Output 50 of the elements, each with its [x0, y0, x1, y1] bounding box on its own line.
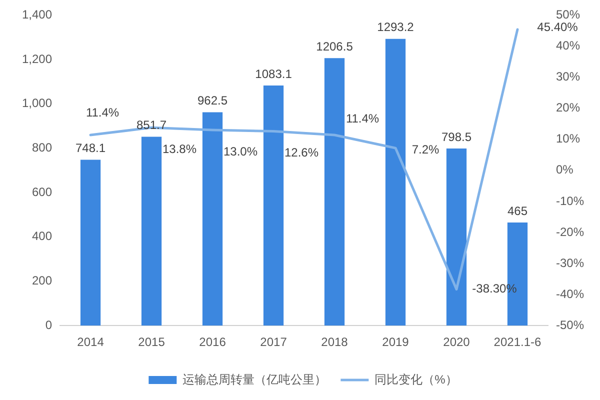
data-label: 798.5 — [441, 130, 472, 144]
data-label: 7.2% — [412, 142, 440, 156]
y2-tick-label: -20% — [556, 224, 584, 239]
data-label: 1206.5 — [316, 39, 354, 54]
y2-tick-label: 10% — [556, 132, 580, 146]
data-label: 465 — [507, 204, 528, 218]
data-label: 1293.2 — [377, 20, 414, 34]
x-tick-label: 2021.1-6 — [494, 335, 542, 350]
x-tick-label: 2014 — [77, 335, 104, 350]
y2-tick-label: 20% — [556, 100, 580, 115]
y-tick-label: 0 — [45, 318, 52, 332]
data-label: 45.40% — [537, 20, 578, 34]
y-tick-label: 200 — [32, 274, 52, 288]
y-tick-label: 1,400 — [22, 8, 52, 22]
data-label: 11.4% — [86, 105, 120, 120]
bar — [141, 136, 162, 326]
x-tick-label: 2020 — [443, 335, 470, 350]
x-tick-label: 2017 — [260, 335, 288, 350]
x-tick-label: 2016 — [199, 335, 226, 350]
bar — [385, 38, 406, 326]
y2-tick-label: 50% — [556, 8, 580, 22]
y2-tick-label: 40% — [556, 38, 580, 53]
y2-tick-label: 30% — [556, 70, 580, 84]
y2-tick-label: 0% — [556, 162, 574, 177]
data-label: 962.5 — [198, 94, 228, 108]
legend-label: 运输总周转量（亿吨公里） — [182, 372, 327, 386]
x-tick-label: 2015 — [138, 335, 166, 350]
x-tick-label: 2019 — [382, 335, 410, 350]
y2-tick-label: -40% — [556, 286, 584, 301]
data-label: 748.1 — [76, 141, 106, 156]
bar — [446, 148, 467, 326]
y-tick-label: 600 — [32, 184, 52, 199]
y2-tick-label: -50% — [556, 318, 584, 332]
data-label: 13.0% — [224, 144, 258, 158]
data-label: 1083.1 — [255, 66, 292, 81]
x-tick-label: 2018 — [321, 335, 348, 350]
y-tick-label: 1,000 — [22, 96, 52, 110]
y-tick-label: 400 — [32, 229, 52, 244]
data-label: 12.6% — [284, 146, 319, 160]
y2-tick-label: -30% — [556, 256, 584, 270]
y-tick-label: 800 — [32, 140, 52, 155]
bar — [202, 112, 223, 326]
data-label: 11.4% — [346, 111, 380, 126]
data-label: 13.8% — [162, 142, 197, 156]
bar — [80, 160, 101, 326]
y-tick-label: 1,200 — [22, 52, 52, 66]
bar — [324, 58, 345, 326]
legend-label: 同比变化（%） — [374, 372, 458, 386]
bar — [263, 85, 284, 326]
y2-tick-label: -10% — [556, 194, 584, 208]
